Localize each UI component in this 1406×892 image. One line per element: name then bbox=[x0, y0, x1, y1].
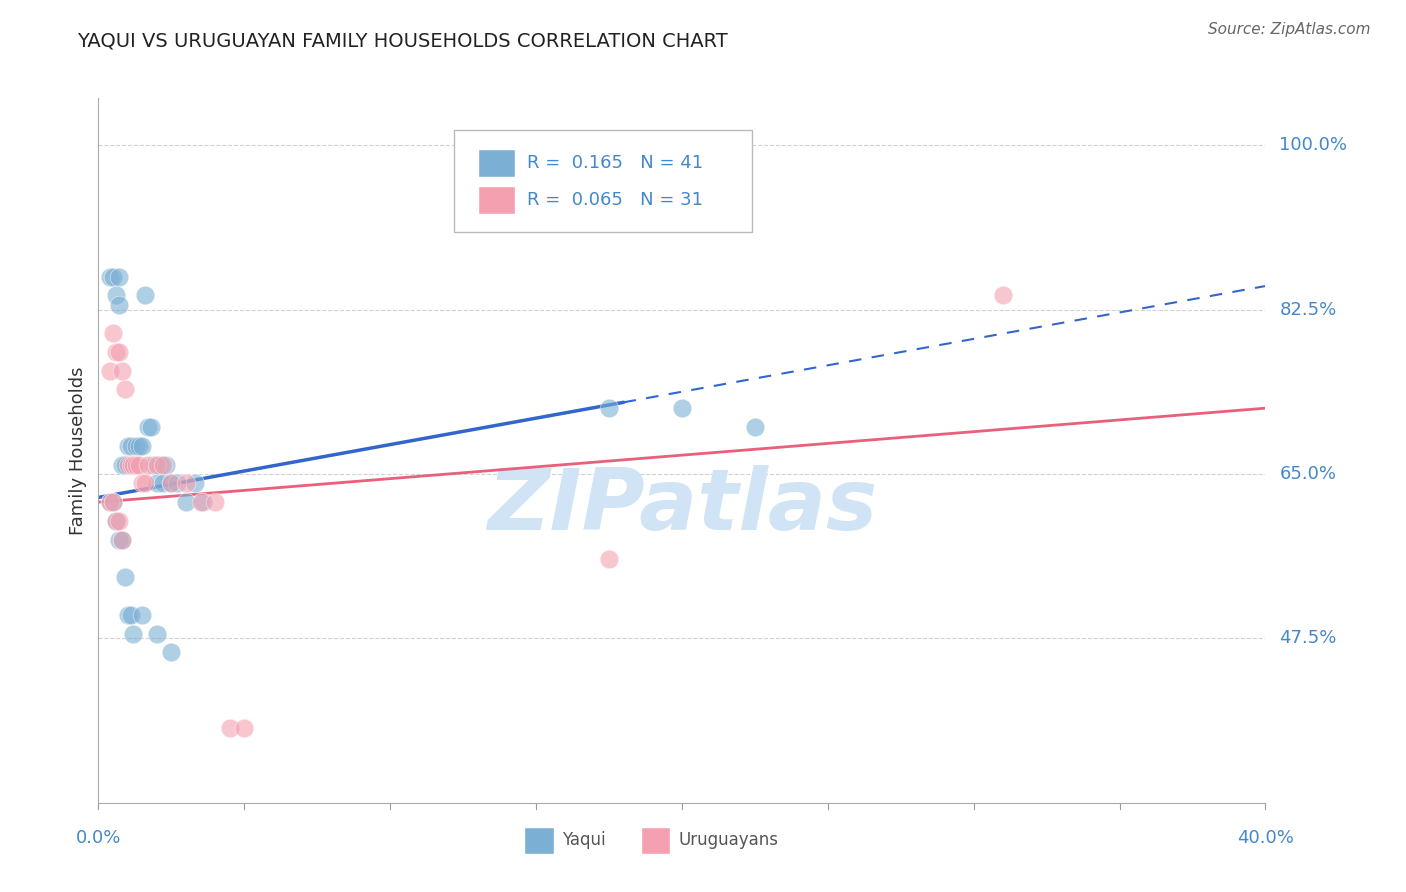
Point bbox=[671, 401, 693, 416]
Point bbox=[98, 269, 121, 284]
Point bbox=[131, 607, 153, 622]
Point bbox=[120, 458, 142, 472]
Point bbox=[218, 721, 240, 735]
Text: Uruguayans: Uruguayans bbox=[679, 831, 779, 849]
Point bbox=[111, 363, 134, 377]
Point bbox=[136, 458, 159, 472]
Point bbox=[117, 439, 139, 453]
Bar bbox=[478, 186, 515, 214]
Text: 0.0%: 0.0% bbox=[76, 829, 121, 847]
FancyBboxPatch shape bbox=[454, 130, 752, 232]
Point bbox=[120, 607, 142, 622]
Point bbox=[160, 476, 183, 491]
Text: R =  0.065   N = 31: R = 0.065 N = 31 bbox=[527, 191, 703, 210]
Point bbox=[131, 439, 153, 453]
Point bbox=[108, 269, 131, 284]
Bar bbox=[641, 827, 671, 854]
Point bbox=[101, 269, 124, 284]
Point bbox=[142, 458, 165, 472]
Point bbox=[174, 476, 197, 491]
Point bbox=[146, 476, 169, 491]
Point bbox=[152, 476, 174, 491]
Point bbox=[98, 495, 121, 509]
Point bbox=[131, 476, 153, 491]
Point bbox=[204, 495, 226, 509]
Point bbox=[183, 476, 205, 491]
Point bbox=[114, 383, 136, 397]
Y-axis label: Family Households: Family Households bbox=[69, 367, 87, 534]
Point bbox=[101, 495, 124, 509]
Point bbox=[233, 721, 256, 735]
Point bbox=[98, 363, 121, 377]
Text: 100.0%: 100.0% bbox=[1279, 136, 1347, 154]
Point bbox=[101, 326, 124, 340]
Point bbox=[104, 344, 127, 359]
Point bbox=[146, 458, 169, 472]
Point bbox=[160, 645, 183, 659]
Point bbox=[174, 495, 197, 509]
Point bbox=[160, 476, 183, 491]
Point bbox=[122, 458, 145, 472]
Point bbox=[134, 288, 156, 302]
Point bbox=[128, 439, 150, 453]
Point bbox=[128, 458, 150, 472]
Point bbox=[120, 439, 142, 453]
Point bbox=[152, 458, 174, 472]
Point bbox=[190, 495, 212, 509]
Point bbox=[104, 514, 127, 528]
Point bbox=[114, 458, 136, 472]
Bar bbox=[524, 827, 554, 854]
Text: 82.5%: 82.5% bbox=[1279, 301, 1337, 318]
Point bbox=[108, 298, 131, 312]
Point bbox=[111, 458, 134, 472]
Point bbox=[598, 551, 620, 566]
Text: ZIPatlas: ZIPatlas bbox=[486, 466, 877, 549]
Point bbox=[101, 495, 124, 509]
Text: Source: ZipAtlas.com: Source: ZipAtlas.com bbox=[1208, 22, 1371, 37]
Text: YAQUI VS URUGUAYAN FAMILY HOUSEHOLDS CORRELATION CHART: YAQUI VS URUGUAYAN FAMILY HOUSEHOLDS COR… bbox=[77, 31, 728, 50]
Point bbox=[136, 420, 159, 434]
Point bbox=[991, 288, 1014, 302]
Point bbox=[146, 626, 169, 640]
Text: 40.0%: 40.0% bbox=[1237, 829, 1294, 847]
Point bbox=[98, 495, 121, 509]
Point bbox=[108, 514, 131, 528]
Point bbox=[122, 626, 145, 640]
Point bbox=[111, 533, 134, 547]
Text: 65.0%: 65.0% bbox=[1279, 465, 1337, 483]
Point bbox=[122, 458, 145, 472]
Point bbox=[111, 533, 134, 547]
Text: 47.5%: 47.5% bbox=[1279, 630, 1337, 648]
Bar bbox=[478, 149, 515, 177]
Text: Yaqui: Yaqui bbox=[562, 831, 606, 849]
Point bbox=[108, 533, 131, 547]
Point bbox=[155, 458, 177, 472]
Point bbox=[125, 458, 148, 472]
Point bbox=[117, 607, 139, 622]
Point bbox=[108, 344, 131, 359]
Point bbox=[104, 288, 127, 302]
Point bbox=[149, 458, 172, 472]
Point bbox=[598, 401, 620, 416]
Point bbox=[139, 420, 162, 434]
Point bbox=[117, 458, 139, 472]
Point bbox=[744, 420, 766, 434]
Point bbox=[134, 476, 156, 491]
Point bbox=[193, 495, 215, 509]
Point bbox=[114, 570, 136, 584]
Point bbox=[125, 439, 148, 453]
Point bbox=[104, 514, 127, 528]
Point bbox=[166, 476, 188, 491]
Text: R =  0.165   N = 41: R = 0.165 N = 41 bbox=[527, 154, 703, 172]
